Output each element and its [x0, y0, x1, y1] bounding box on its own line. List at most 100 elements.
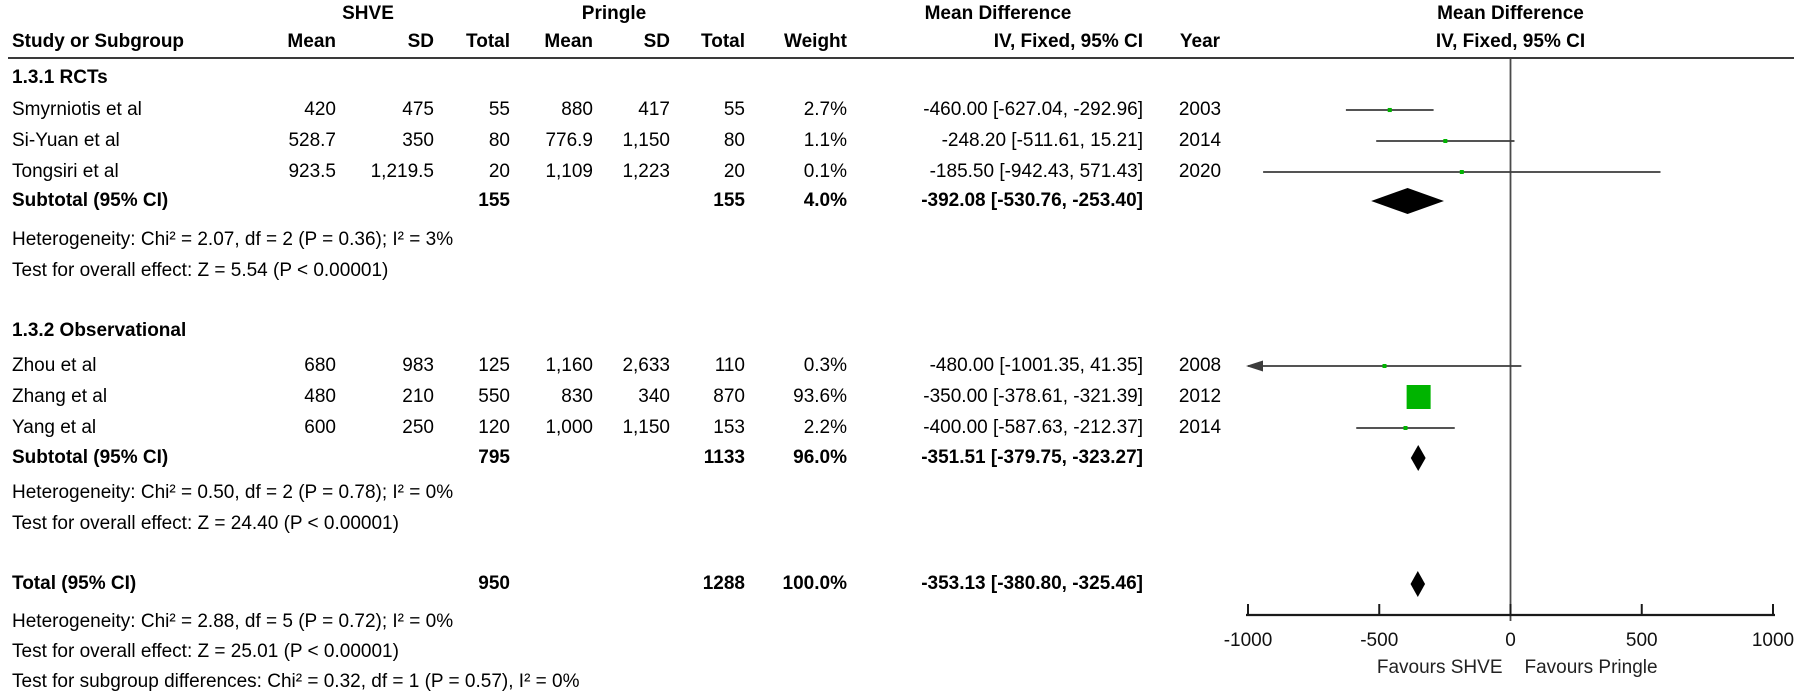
overall-effect-note: Test for overall effect: Z = 24.40 (P < … [12, 513, 399, 534]
favours-right-label: Favours Pringle [1525, 657, 1658, 678]
axis-tick-label: 0 [1505, 630, 1516, 651]
col-header-study: Study or Subgroup [12, 31, 185, 52]
subtotal-row-total1: 155 [478, 190, 510, 211]
study-row-sd2: 1,150 [622, 417, 670, 438]
study-row: Smyrniotis et al 420 475 55 880 417 55 2.7% -460… [0, 98, 1260, 122]
subtotal-row-weight: 96.0% [793, 447, 847, 468]
subtotal-row-total2: 155 [713, 190, 745, 211]
study-row-total1: 550 [478, 386, 510, 407]
study-row-ci-text: -460.00 [-627.04, -292.96] [923, 99, 1143, 120]
study-row-year: 2008 [1178, 355, 1222, 376]
study-row-weight: 0.1% [803, 161, 847, 182]
col-header-total-pringle: Total [701, 31, 745, 52]
study-row: Si-Yuan et al 528.7 350 80 776.9 1,150 80 1.1% -… [0, 129, 1260, 153]
subtotal-row: Subtotal (95% CI) 795 1133 96.0% -351.51 [-3… [0, 446, 1260, 470]
study-row-total1: 120 [478, 417, 510, 438]
total-row-label: Total (95% CI) [12, 573, 137, 594]
study-row: Zhou et al 680 983 125 1,160 2,633 110 0.3% -480… [0, 354, 1260, 378]
axis-tick-label: -1000 [1224, 630, 1273, 651]
group-header-pringle: Pringle [581, 3, 647, 24]
study-row-mean1: 480 [304, 386, 336, 407]
effect-square [1443, 139, 1448, 143]
study-row-study: Yang et al [12, 417, 97, 438]
study-row-sd2: 2,633 [622, 355, 670, 376]
study-row-weight: 0.3% [803, 355, 847, 376]
study-row-weight: 93.6% [793, 386, 847, 407]
study-row-mean2: 830 [561, 386, 593, 407]
effect-square [1459, 170, 1464, 174]
study-row-total2: 153 [713, 417, 745, 438]
subtotal-diamond [1371, 188, 1444, 214]
group-header-shve: SHVE [342, 3, 394, 24]
subtotal-row: Subtotal (95% CI) 155 155 4.0% -392.08 [-530… [0, 189, 1260, 213]
study-row-sd2: 1,223 [622, 161, 670, 182]
study-row-total2: 20 [723, 161, 745, 182]
overall-effect-note: Test for overall effect: Z = 5.54 (P < 0… [12, 260, 389, 281]
subtotal-row-ci-text: -392.08 [-530.76, -253.40] [921, 190, 1143, 211]
study-row-study: Zhou et al [12, 355, 97, 376]
study-row-ci-text: -350.00 [-378.61, -321.39] [923, 386, 1143, 407]
footnote: Test for overall effect: Z = 25.01 (P < … [12, 641, 399, 662]
subtotal-diamond [1410, 445, 1426, 471]
study-row-study: Zhang et al [12, 386, 108, 407]
plot-title: Mean Difference [1437, 3, 1584, 24]
effect-square [1387, 107, 1392, 113]
study-row-weight: 2.2% [803, 417, 847, 438]
study-row-total1: 80 [488, 130, 510, 151]
study-row-sd2: 1,150 [622, 130, 670, 151]
total-row-ci-text: -353.13 [-380.80, -325.46] [921, 573, 1143, 594]
study-row-sd1: 1,219.5 [370, 161, 434, 182]
col-header-sd-pringle: SD [643, 31, 670, 52]
study-row-study: Tongsiri et al [12, 161, 119, 182]
study-row-sd1: 210 [402, 386, 434, 407]
col-header-year: Year [1179, 31, 1221, 52]
study-row-total1: 55 [488, 99, 510, 120]
subtotal-row-label: Subtotal (95% CI) [12, 447, 169, 468]
total-row: Total (95% CI) 950 1288 100.0% -353.13 [-380… [0, 572, 1260, 596]
col-header-mean-pringle: Mean [544, 31, 593, 52]
axis-tick-label: 500 [1626, 630, 1658, 651]
effect-square [1382, 364, 1387, 368]
study-row-ci-text: -185.50 [-942.43, 571.43] [929, 161, 1143, 182]
effect-square [1406, 385, 1431, 409]
effect-square [1403, 426, 1408, 430]
study-row-mean1: 528.7 [288, 130, 336, 151]
study-row-sd1: 250 [402, 417, 434, 438]
study-row-total2: 870 [713, 386, 745, 407]
heterogeneity-note: Heterogeneity: Chi² = 2.07, df = 2 (P = … [12, 229, 454, 250]
study-row-year: 2020 [1178, 161, 1222, 182]
section-title: 1.3.1 RCTs [12, 67, 108, 88]
total-row-total2: 1288 [702, 573, 745, 594]
study-row-weight: 1.1% [803, 130, 847, 151]
total-row-total1: 950 [478, 573, 510, 594]
axis-tick-label: 1000 [1752, 630, 1794, 651]
ci-arrow [1246, 360, 1263, 372]
study-row-weight: 2.7% [803, 99, 847, 120]
study-row-total2: 80 [723, 130, 745, 151]
study-row-ci-text: -248.20 [-511.61, 15.21] [941, 130, 1143, 151]
total-row-weight: 100.0% [782, 573, 847, 594]
study-row-sd1: 350 [402, 130, 434, 151]
study-row-total2: 55 [723, 99, 745, 120]
md-column-title: Mean Difference [924, 3, 1072, 24]
study-row-mean1: 420 [304, 99, 336, 120]
heterogeneity-note: Heterogeneity: Chi² = 0.50, df = 2 (P = … [12, 482, 454, 503]
study-row-year: 2012 [1178, 386, 1222, 407]
study-row-year: 2003 [1178, 99, 1222, 120]
study-row-mean1: 680 [304, 355, 336, 376]
study-row: Tongsiri et al 923.5 1,219.5 20 1,109 1,223 20… [0, 160, 1260, 184]
study-row-year: 2014 [1178, 417, 1222, 438]
col-header-sd-shve: SD [407, 31, 434, 52]
subtotal-row-weight: 4.0% [803, 190, 847, 211]
study-row-total1: 20 [488, 161, 510, 182]
header-rule [8, 57, 1794, 59]
study-row: Zhang et al 480 210 550 830 340 870 93.6% -350.0… [0, 385, 1260, 409]
total-diamond [1410, 571, 1426, 597]
col-header-ci: IV, Fixed, 95% CI [993, 31, 1143, 52]
study-row: Yang et al 600 250 120 1,000 1,150 153 2.2% -400… [0, 416, 1260, 440]
study-row-mean2: 1,000 [545, 417, 593, 438]
study-row-study: Smyrniotis et al [12, 99, 142, 120]
study-row-ci-text: -480.00 [-1001.35, 41.35] [929, 355, 1143, 376]
